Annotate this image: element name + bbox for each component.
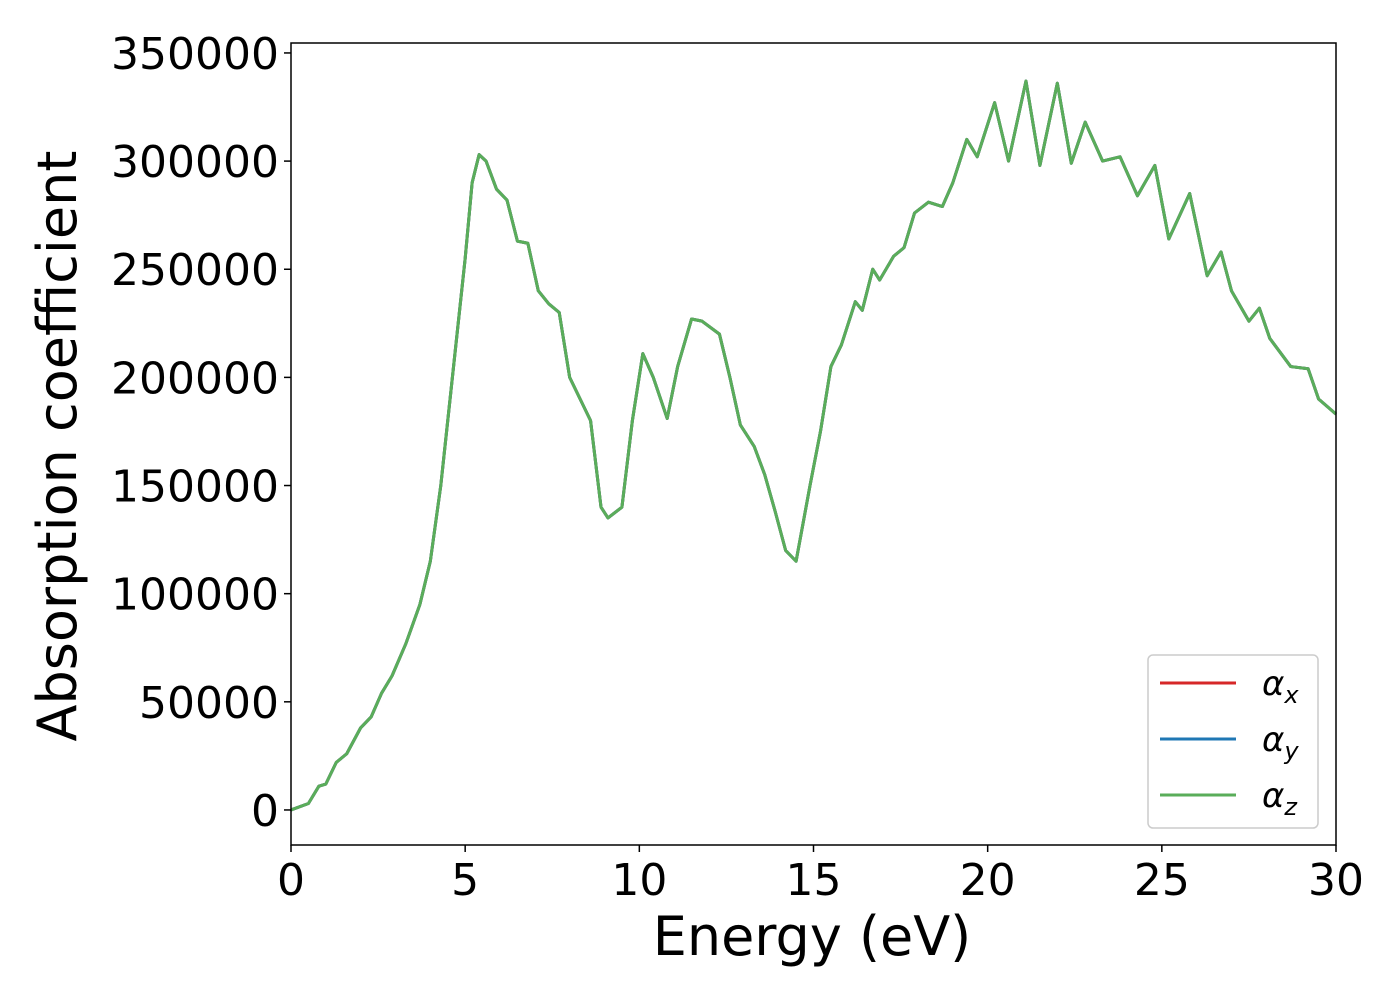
legend-label: αy (1262, 720, 1299, 765)
x-tick-label: 30 (1308, 855, 1364, 906)
y-tick-label: 150000 (111, 462, 279, 513)
x-tick-label: 5 (451, 855, 479, 906)
series-line (290, 79, 1337, 812)
x-tick-label: 10 (611, 855, 667, 906)
y-axis-label: Absorption coefficient (26, 151, 89, 742)
y-tick-label: 350000 (111, 29, 279, 80)
y-tick-label: 0 (251, 786, 279, 837)
x-tick-label: 0 (277, 855, 305, 906)
legend-label: αx (1262, 664, 1299, 709)
y-tick-label: 200000 (111, 353, 279, 404)
x-tick-label: 15 (786, 855, 842, 906)
plot-frame (290, 42, 1337, 846)
legend-label: αz (1262, 776, 1298, 821)
y-tick-label: 100000 (111, 570, 279, 621)
y-tick-label: 300000 (111, 137, 279, 188)
y-tick-label: 50000 (139, 678, 279, 729)
x-tick-label: 25 (1134, 855, 1190, 906)
legend-box (1147, 654, 1319, 829)
x-axis-label: Energy (eV) (653, 905, 972, 968)
y-tick-label: 250000 (111, 245, 279, 296)
x-tick-label: 20 (960, 855, 1016, 906)
